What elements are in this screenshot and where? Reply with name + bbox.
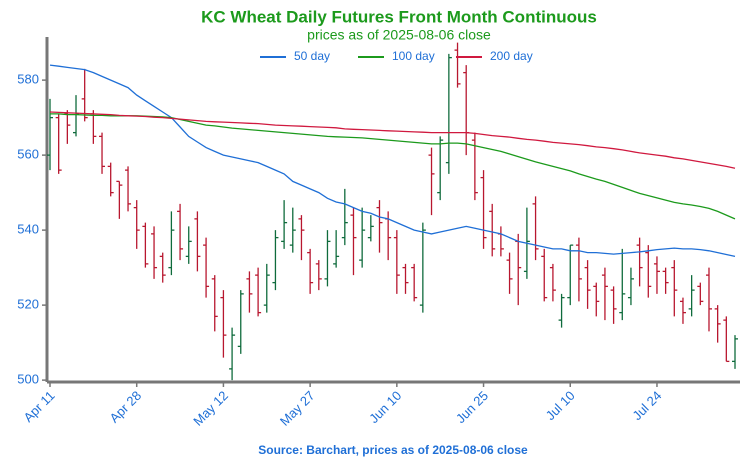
x-tick-label: Jul 10 <box>543 388 578 423</box>
x-tick-label: Jun 25 <box>453 388 491 426</box>
legend-label: 200 day <box>490 49 533 63</box>
y-tick-label: 500 <box>17 372 39 387</box>
y-tick-label: 580 <box>17 72 39 87</box>
legend-label: 100 day <box>392 49 435 63</box>
legend-label: 50 day <box>294 49 330 63</box>
x-tick-label: May 12 <box>190 388 231 429</box>
chart-title: KC Wheat Daily Futures Front Month Conti… <box>201 7 597 26</box>
x-tick-label: Jun 10 <box>366 388 404 426</box>
chart-subtitle: prices as of 2025-08-06 close <box>307 27 491 43</box>
x-tick-label: Jul 24 <box>629 388 664 423</box>
y-tick-label: 520 <box>17 297 39 312</box>
source-note: Source: Barchart, prices as of 2025-08-0… <box>258 443 528 457</box>
ma-line <box>49 111 736 169</box>
x-tick-label: May 27 <box>277 388 318 429</box>
x-tick-label: Apr 11 <box>21 388 58 425</box>
y-tick-label: 560 <box>17 147 39 162</box>
ma-line <box>49 64 736 258</box>
y-tick-label: 540 <box>17 222 39 237</box>
ma-line <box>50 113 736 220</box>
x-tick-label: Apr 28 <box>107 388 145 426</box>
